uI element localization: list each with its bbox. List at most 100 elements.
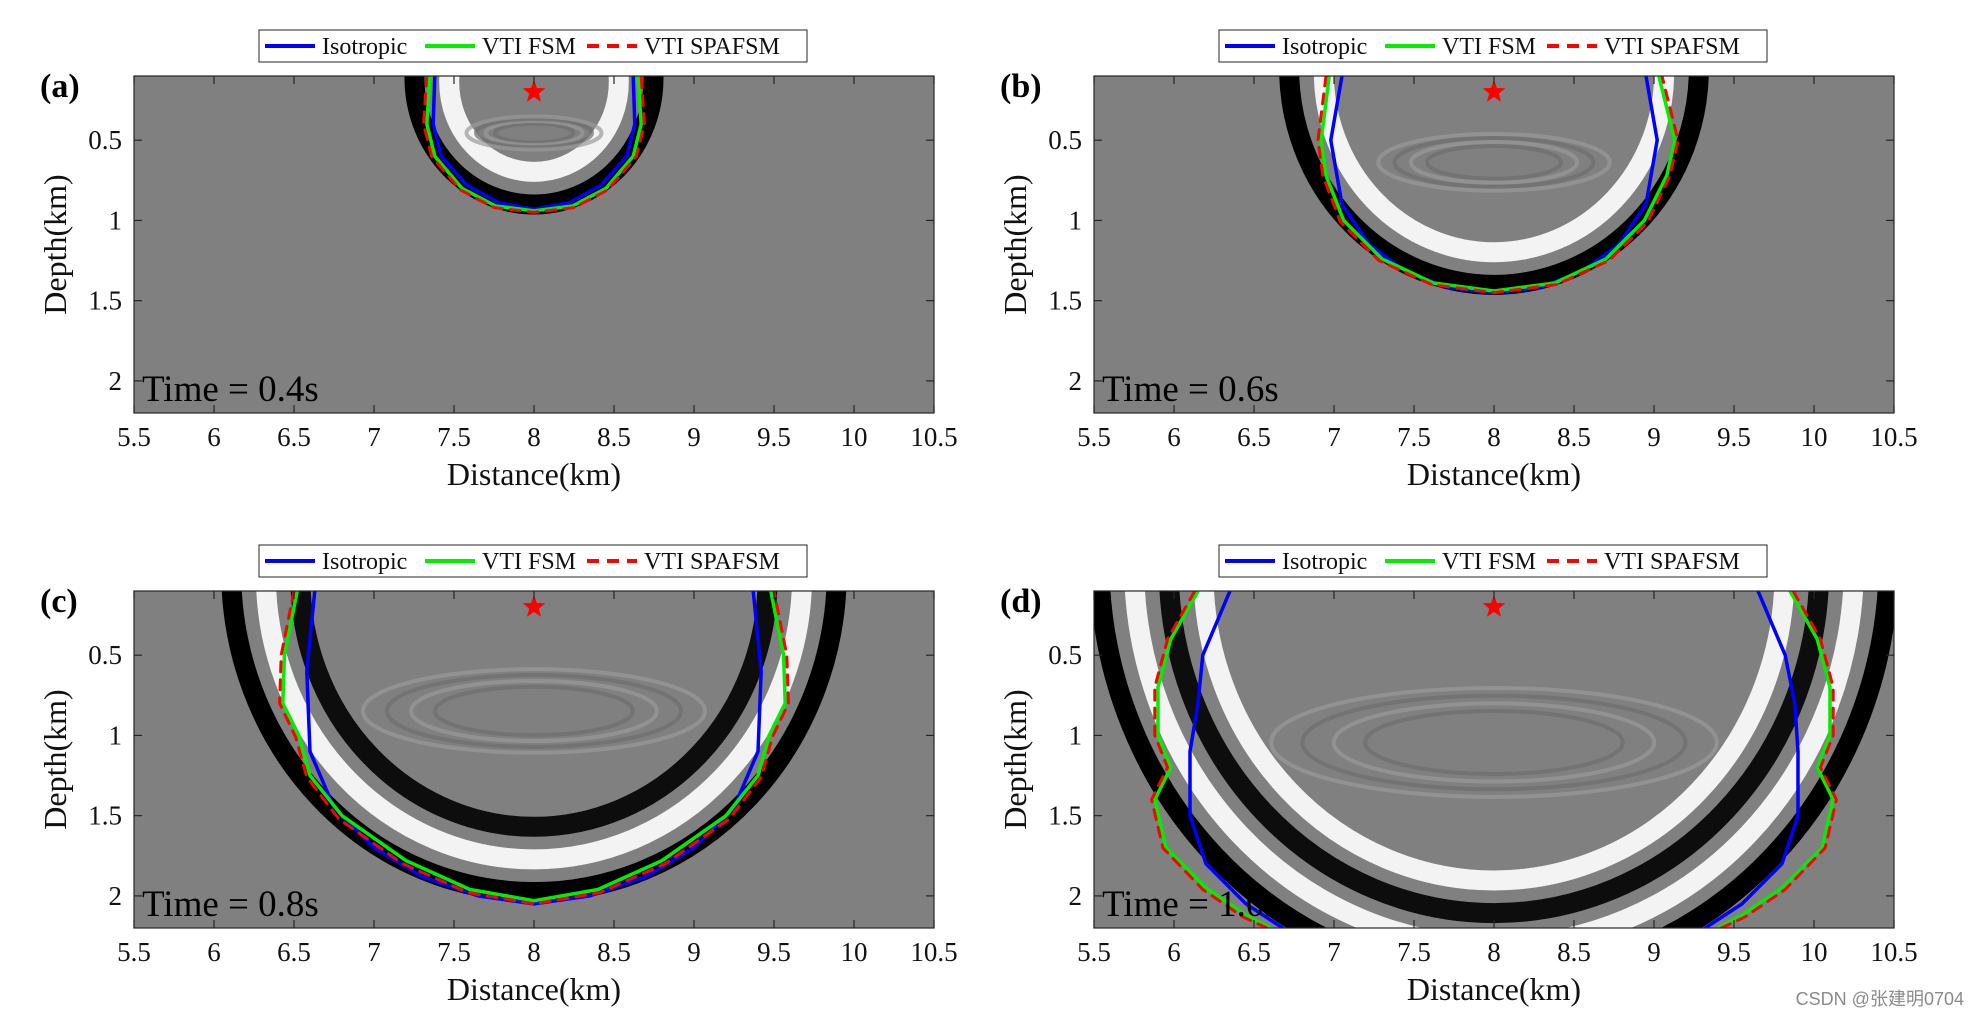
- x-tick-label: 8: [527, 422, 541, 452]
- x-tick-label: 7.5: [437, 422, 471, 452]
- legend-box: [1218, 544, 1768, 578]
- x-tick-label: 5.5: [1077, 937, 1111, 967]
- series-line-vti-fsm: [1153, 591, 1272, 928]
- panel-label: (a): [40, 68, 80, 105]
- time-label: Time = 0.4s: [142, 369, 319, 410]
- series-line-isotropic: [1188, 591, 1285, 928]
- legend-box: [258, 29, 808, 63]
- wavefield-snapshot: [1279, 76, 1709, 295]
- wavefield-background: [134, 76, 934, 413]
- y-tick-label: 2: [1069, 366, 1083, 396]
- series-line-vti-fsm: [281, 591, 787, 903]
- panel-b: 5.5 6 6.5 7 7.5 8 8.5 9 9.5 10 10.5 0.5 1 1.5 2 Distanc…: [997, 29, 1918, 492]
- x-axis-label: Distance(km): [1407, 971, 1581, 1007]
- series-lines: [422, 76, 646, 214]
- watermark: CSDN @张建明0704: [1795, 989, 1964, 1009]
- legend-box: [258, 544, 808, 578]
- series-lines: [1316, 76, 1680, 295]
- ripple: [1425, 144, 1563, 181]
- x-tick-label: 7: [367, 937, 381, 967]
- ripple: [409, 678, 659, 743]
- legend-label: VTI FSM: [482, 549, 576, 575]
- ripple: [361, 667, 707, 755]
- x-tick-label: 9: [687, 937, 701, 967]
- wavefield-snapshot: [1094, 591, 1894, 928]
- x-tick-label: 5.5: [1077, 422, 1111, 452]
- ripple: [433, 684, 635, 738]
- x-tick-label: 7.5: [1397, 937, 1431, 967]
- ripple: [1363, 708, 1625, 776]
- x-tick-label: 6: [1167, 422, 1181, 452]
- panel-c: 5.5 6 6.5 7 7.5 8 8.5 9 9.5 10 10.5 0.5 1 1.5 2 Distanc…: [37, 544, 958, 1007]
- series-lines: [1150, 591, 1838, 928]
- y-tick-label: 1.5: [88, 801, 122, 831]
- x-tick-label: 8.5: [1557, 937, 1591, 967]
- wavefield-snapshot: [221, 591, 847, 902]
- wavefront-band: [290, 591, 778, 837]
- x-tick-label: 7.5: [437, 937, 471, 967]
- ripple: [1300, 693, 1688, 792]
- y-tick-label: 2: [1069, 881, 1083, 911]
- x-tick-label: 5.5: [117, 422, 151, 452]
- ripple: [1331, 701, 1657, 784]
- series-line-isotropic: [1703, 591, 1800, 928]
- x-tick-label: 5.5: [117, 937, 151, 967]
- ripple: [493, 121, 575, 145]
- wavefield-background: [134, 591, 934, 928]
- x-tick-label: 8: [1487, 937, 1501, 967]
- x-tick-label: 8: [527, 937, 541, 967]
- x-tick-label: 7.5: [1397, 422, 1431, 452]
- legend-label: VTI SPAFSM: [1604, 34, 1740, 60]
- wavefront-band: [221, 591, 847, 902]
- y-tick-label: 2: [109, 366, 123, 396]
- y-tick-label: 0.5: [88, 125, 122, 155]
- legend-label: Isotropic: [1282, 549, 1367, 575]
- x-tick-label: 10.5: [1870, 422, 1917, 452]
- wavefront-band: [1159, 591, 1829, 923]
- time-label: Time = 1.0s: [1102, 884, 1279, 925]
- x-tick-label: 8: [1487, 422, 1501, 452]
- legend-label: Isotropic: [1282, 34, 1367, 60]
- wavefront-band: [439, 76, 629, 182]
- legend-label: VTI SPAFSM: [644, 34, 780, 60]
- legend-label: VTI FSM: [482, 34, 576, 60]
- legend-label: Isotropic: [322, 549, 407, 575]
- ripple: [474, 116, 594, 150]
- x-tick-label: 6.5: [277, 937, 311, 967]
- y-tick-label: 0.5: [1048, 125, 1082, 155]
- y-axis-label: Depth(km): [37, 689, 73, 829]
- x-tick-label: 10: [841, 937, 868, 967]
- x-tick-label: 6.5: [1237, 937, 1271, 967]
- x-tick-label: 10: [1801, 422, 1828, 452]
- time-label: Time = 0.8s: [142, 884, 319, 925]
- ripple: [1408, 140, 1580, 185]
- y-axis-label: Depth(km): [997, 689, 1033, 829]
- y-tick-label: 1.5: [1048, 286, 1082, 316]
- y-axis-label: Depth(km): [37, 174, 73, 314]
- wavefront-band: [1194, 591, 1794, 891]
- ripple: [1269, 685, 1719, 799]
- panel-d: 5.5 6 6.5 7 7.5 8 8.5 9 9.5 10 10.5 0.5 1 1.5 2 Distanc…: [997, 544, 1918, 1007]
- series-line-vti-spafsm: [278, 591, 790, 906]
- source-star-icon: [1482, 595, 1506, 617]
- x-tick-label: 6: [1167, 937, 1181, 967]
- x-tick-label: 6.5: [1237, 422, 1271, 452]
- legend-label: VTI SPAFSM: [644, 549, 780, 575]
- y-tick-label: 1: [109, 205, 123, 235]
- x-tick-label: 9: [687, 422, 701, 452]
- panel-label: (b): [1000, 68, 1042, 105]
- panel-label: (d): [1000, 583, 1042, 620]
- x-tick-label: 10.5: [910, 937, 957, 967]
- series-line-vti-spafsm: [1316, 76, 1680, 295]
- wavefront-band: [404, 76, 664, 215]
- legend-box: [1218, 29, 1768, 63]
- y-tick-label: 1.5: [88, 286, 122, 316]
- wavefront-band: [1279, 76, 1709, 295]
- legend: Isotropic VTI FSM VTI SPAFSM: [1218, 544, 1768, 578]
- series-line-vti-fsm: [425, 76, 643, 213]
- x-tick-label: 10: [1801, 937, 1828, 967]
- ripple: [1392, 136, 1596, 189]
- y-tick-label: 1: [1069, 720, 1083, 750]
- x-tick-label: 10: [841, 422, 868, 452]
